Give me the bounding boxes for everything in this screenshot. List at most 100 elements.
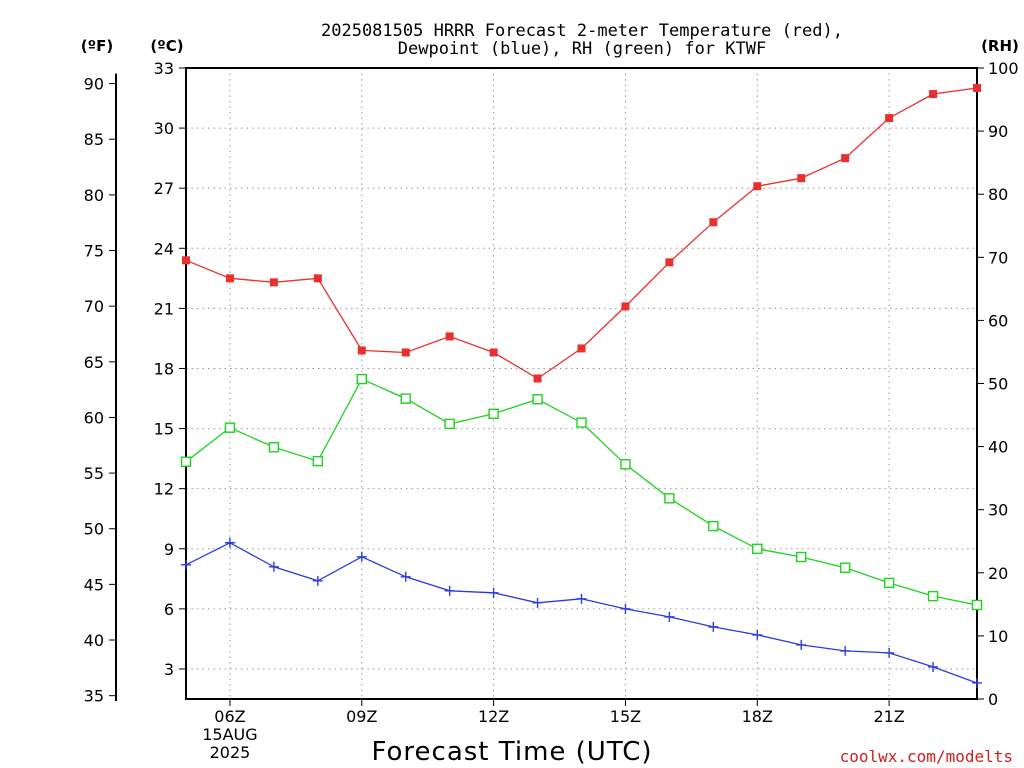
celsius-tick-label: 15 — [154, 420, 174, 439]
rh-tick-label: 20 — [988, 564, 1008, 583]
dewpoint-point — [181, 559, 191, 570]
rh-axis-label: (RH) — [981, 37, 1019, 55]
x-tick-label: 2025 — [210, 743, 251, 762]
temperature-point — [753, 182, 762, 191]
rh-point — [532, 394, 543, 405]
rh-point — [444, 418, 455, 430]
celsius-tick-label: 9 — [164, 540, 174, 559]
fahrenheit-tick-label: 65 — [84, 353, 104, 372]
dewpoint-point — [708, 621, 719, 632]
x-tick-label: 15Z — [610, 707, 641, 726]
temperature-line — [185, 87, 978, 380]
temperature-point — [269, 278, 278, 287]
temperature-point — [929, 90, 938, 99]
fahrenheit-tick-label: 50 — [84, 520, 104, 539]
data-series — [180, 84, 983, 688]
dewpoint-point — [356, 551, 367, 562]
x-tick-label: 09Z — [346, 707, 377, 726]
celsius-tick-label: 24 — [154, 239, 174, 258]
dewpoint-point — [928, 661, 939, 672]
rh-point — [620, 459, 631, 470]
fahrenheit-tick-label: 80 — [84, 186, 104, 205]
grid-lines — [186, 68, 977, 699]
fahrenheit-tick-label: 85 — [84, 130, 104, 149]
temperature-point — [401, 348, 410, 357]
celsius-axis-label: (ºC) — [150, 37, 183, 55]
celsius-tick-label: 33 — [154, 59, 174, 78]
rh-point — [224, 422, 236, 433]
dewpoint-point — [444, 585, 455, 596]
temperature-point — [885, 114, 894, 123]
fahrenheit-tick-label: 55 — [84, 464, 104, 483]
dewpoint-line — [185, 542, 978, 684]
celsius-tick-label: 3 — [164, 660, 174, 679]
rh-tick-label: 60 — [988, 311, 1008, 330]
rh-point — [312, 455, 324, 467]
rh-point — [488, 408, 499, 419]
rh-point — [576, 417, 587, 428]
temperature-point — [182, 256, 190, 265]
fahrenheit-axis-label: (ºF) — [81, 37, 113, 55]
rh-point — [664, 493, 675, 504]
temperature-point — [445, 332, 454, 341]
temperature-point — [621, 302, 630, 311]
temperature-point — [313, 274, 322, 283]
dewpoint-point — [752, 629, 763, 640]
rh-series — [180, 373, 983, 611]
rh-tick-label: 70 — [988, 248, 1008, 267]
temperature-point — [665, 258, 674, 267]
temperature-point — [225, 274, 234, 283]
fahrenheit-tick-label: 90 — [84, 75, 104, 94]
celsius-tick-label: 21 — [154, 299, 174, 318]
rh-point — [400, 393, 411, 404]
rh-point — [796, 551, 807, 563]
x-tick-label: 18Z — [742, 707, 773, 726]
rh-tick-label: 90 — [988, 122, 1008, 141]
fahrenheit-tick-label: 35 — [84, 687, 104, 706]
celsius-tick-label: 27 — [154, 179, 174, 198]
fahrenheit-tick-label: 45 — [84, 575, 104, 594]
temperature-point — [577, 344, 586, 353]
rh-tick-label: 50 — [988, 375, 1008, 394]
dewpoint-point — [268, 561, 279, 572]
rh-point — [752, 543, 763, 555]
x-tick-label: 15AUG — [202, 725, 257, 744]
dewpoint-point — [884, 647, 895, 658]
temperature-point — [533, 374, 542, 383]
dewpoint-point — [488, 587, 499, 598]
dewpoint-point — [400, 571, 411, 582]
rh-point — [356, 373, 367, 385]
rh-point — [268, 442, 280, 453]
rh-point — [971, 599, 983, 611]
dewpoint-point — [664, 611, 675, 622]
x-tick-label: 12Z — [478, 707, 509, 726]
dewpoint-point — [532, 597, 543, 608]
dewpoint-point — [840, 645, 851, 656]
x-axis-title: Forecast Time (UTC) — [371, 737, 652, 767]
rh-tick-label: 40 — [988, 438, 1008, 457]
dewpoint-point — [224, 537, 235, 548]
fahrenheit-tick-label: 75 — [84, 242, 104, 261]
chart-title-line-2: Dewpoint (blue), RH (green) for KTWF — [398, 39, 766, 59]
rh-point — [839, 562, 851, 573]
plot-frame — [185, 67, 978, 700]
temperature-point — [841, 154, 850, 163]
rh-tick-label: 80 — [988, 185, 1008, 204]
temperature-point — [357, 346, 366, 355]
rh-point — [883, 577, 895, 589]
fahrenheit-tick-label: 70 — [84, 297, 104, 316]
rh-tick-label: 10 — [988, 627, 1008, 646]
fahrenheit-tick-label: 40 — [84, 631, 104, 650]
temperature-point — [797, 174, 806, 183]
dewpoint-point — [576, 593, 587, 604]
dewpoint-point — [796, 639, 807, 650]
celsius-tick-label: 30 — [154, 119, 174, 138]
dewpoint-point — [312, 575, 323, 586]
celsius-tick-label: 18 — [154, 359, 174, 378]
fahrenheit-tick-label: 60 — [84, 408, 104, 427]
rh-point — [180, 456, 192, 467]
axes: 3 6 9 12 15 18 21 24 27 30 33 35 40 45 50 55 60 65 70 75 80 8… — [84, 59, 1019, 762]
temperature-series — [182, 84, 981, 383]
temperature-point — [489, 348, 498, 357]
